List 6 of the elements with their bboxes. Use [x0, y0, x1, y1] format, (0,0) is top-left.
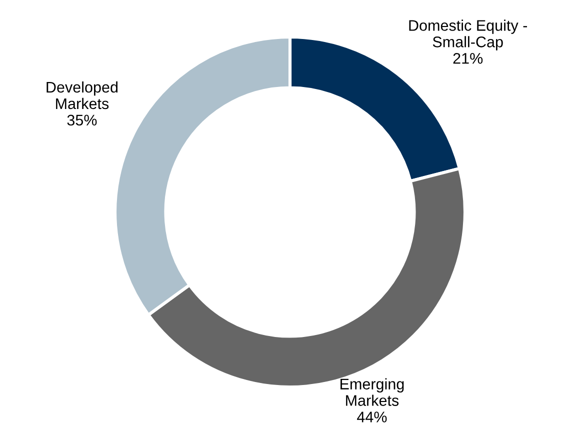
slice-label: Emerging Markets: [340, 378, 404, 406]
data-label: 35%: [67, 114, 97, 126]
slice-label: Domestic Equity - Small-Cap: [409, 20, 528, 50]
data-label: 21%: [453, 52, 483, 64]
slice-label: Developed Markets: [46, 81, 118, 110]
data-label: 44%: [357, 412, 387, 422]
